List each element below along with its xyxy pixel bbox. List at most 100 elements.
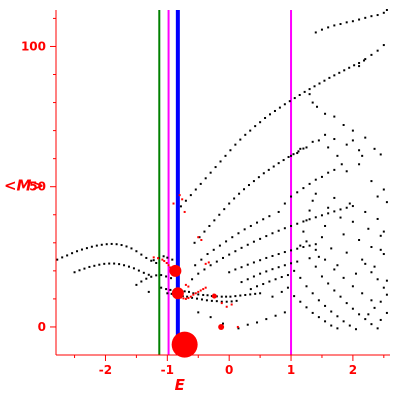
series-0-point-197: [283, 251, 286, 254]
series-0-point-305: [382, 188, 385, 191]
series-0-point-103: [259, 121, 262, 124]
series-0-point-262: [336, 154, 339, 157]
series-0-point-101: [249, 129, 252, 132]
series-0-point-10: [105, 243, 108, 246]
series-0-point-208: [271, 268, 274, 271]
series-0-point-161: [271, 232, 274, 235]
series-0-point-7: [90, 245, 93, 248]
x-tick-label-0: -2: [99, 363, 112, 377]
series-0-point-150: [203, 268, 206, 271]
series-0-point-113: [308, 88, 311, 91]
series-0-point-128: [208, 224, 211, 227]
series-0-point-285: [330, 247, 333, 250]
series-0-point-71: [244, 293, 247, 296]
series-0-point-137: [252, 180, 255, 183]
series-0-point-43: [140, 280, 143, 283]
series-0-point-364: [283, 311, 286, 314]
series-0-point-190: [240, 266, 243, 269]
highlight-markers: [169, 264, 225, 358]
series-0-point-139: [262, 172, 265, 175]
series-0-point-303: [385, 201, 388, 204]
series-0-point-36: [147, 273, 150, 276]
series-0-point-192: [252, 261, 255, 264]
series-1-point-35: [225, 305, 228, 308]
series-0-point-196: [277, 253, 280, 256]
series-0-point-189: [234, 268, 237, 271]
series-0-point-249: [364, 136, 367, 139]
series-0-point-95: [219, 160, 222, 163]
series-0-point-215: [262, 283, 265, 286]
series-0-point-218: [280, 276, 283, 279]
series-0-point-37: [152, 259, 155, 262]
series-0-point-163: [283, 227, 286, 230]
series-1-point-22: [199, 289, 202, 292]
series-1-point-26: [181, 198, 184, 201]
series-0-point-284: [327, 206, 330, 209]
series-0-point-206: [259, 272, 262, 275]
series-0-point-138: [257, 176, 260, 179]
series-0-point-271: [314, 178, 317, 181]
series-0-point-176: [200, 258, 203, 261]
series-0-point-347: [379, 318, 382, 321]
series-0-point-82: [215, 300, 218, 303]
series-0-point-123: [358, 62, 361, 65]
series-0-point-156: [240, 246, 243, 249]
series-0-point-22: [78, 269, 81, 272]
series-0-point-76: [186, 295, 189, 298]
series-0-point-311: [311, 292, 314, 295]
series-0-point-96: [224, 154, 227, 157]
series-0-point-363: [274, 314, 277, 317]
series-0-point-191: [246, 263, 249, 266]
series-0-point-319: [293, 295, 296, 298]
series-0-point-275: [299, 244, 302, 247]
series-1-point-7: [157, 257, 160, 260]
series-0-point-169: [320, 214, 323, 217]
series-0-point-230: [376, 14, 379, 17]
series-1-point-0: [163, 260, 166, 263]
series-0-point-226: [351, 20, 354, 23]
series-0-point-258: [317, 139, 320, 142]
series-0-point-290: [345, 251, 348, 254]
series-0-point-207: [265, 270, 268, 273]
series-0-point-142: [277, 162, 280, 165]
series-0-point-145: [292, 153, 295, 156]
series-0-point-307: [370, 180, 373, 183]
series-0-point-185: [256, 221, 259, 224]
series-0-point-229: [370, 15, 373, 18]
series-0-point-353: [342, 276, 345, 279]
series-1-point-37: [236, 325, 239, 328]
series-0-point-6: [85, 247, 88, 250]
series-0-point-278: [308, 209, 311, 212]
series-0-point-112: [303, 90, 306, 93]
series-0-point-186: [262, 218, 265, 221]
series-0-point-362: [265, 318, 268, 321]
series-0-point-27: [103, 262, 106, 265]
series-0-point-24: [88, 265, 91, 268]
series-0-point-129: [213, 219, 216, 222]
series-0-point-177: [206, 253, 209, 256]
series-0-point-325: [330, 324, 333, 327]
series-0-point-236: [376, 49, 379, 52]
series-0-point-39: [162, 255, 165, 258]
series-0-point-154: [228, 253, 231, 256]
series-0-point-261: [333, 138, 336, 141]
x-tick-label-2: 0: [225, 363, 233, 377]
series-0-point-118: [333, 74, 336, 77]
series-0-point-237: [382, 44, 385, 47]
series-1-point-28: [172, 202, 175, 205]
series-0-point-126: [198, 236, 201, 239]
series-0-point-359: [237, 327, 240, 330]
series-0-point-187: [268, 215, 271, 218]
series-0-point-151: [209, 264, 212, 267]
series-0-point-102: [254, 125, 257, 128]
series-0-point-209: [277, 266, 280, 269]
series-0-point-312: [317, 299, 320, 302]
series-0-point-279: [311, 199, 314, 202]
series-0-point-108: [283, 103, 286, 106]
series-0-point-332: [339, 295, 342, 298]
series-0-point-350: [314, 248, 317, 251]
series-0-point-345: [373, 306, 376, 309]
series-0-point-132: [228, 202, 231, 205]
series-0-point-74: [259, 292, 262, 295]
series-1-point-23: [202, 288, 205, 291]
